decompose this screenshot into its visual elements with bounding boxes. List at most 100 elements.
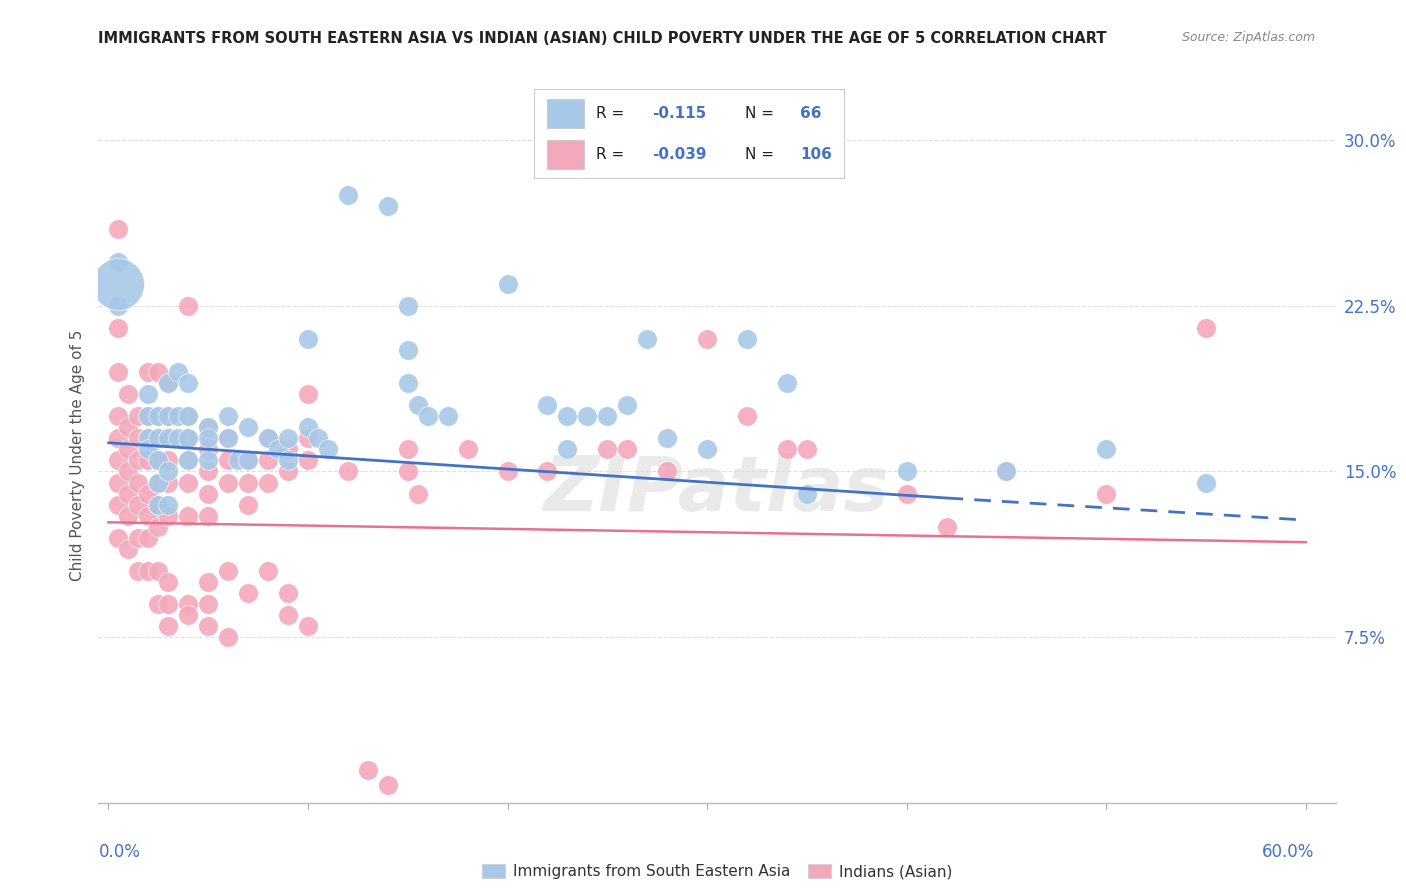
Point [197, 597, 219, 611]
Point [117, 508, 139, 523]
Point [148, 475, 170, 490]
Point [127, 498, 149, 512]
Point [436, 409, 458, 424]
Point [217, 475, 239, 490]
Point [136, 387, 159, 401]
Point [297, 619, 319, 633]
Point [148, 365, 170, 379]
Point [136, 365, 159, 379]
Point [236, 586, 259, 600]
Point [177, 299, 200, 313]
Point [396, 376, 419, 391]
Point [117, 465, 139, 479]
Point [157, 465, 180, 479]
Point [197, 508, 219, 523]
Point [177, 376, 200, 391]
Text: 66: 66 [800, 106, 821, 121]
Point [197, 420, 219, 434]
Point [197, 619, 219, 633]
Point [316, 442, 339, 457]
Point [257, 475, 280, 490]
Point [277, 465, 299, 479]
Point [107, 498, 129, 512]
Point [735, 409, 758, 424]
Point [136, 531, 159, 545]
Point [217, 630, 239, 644]
Point [167, 365, 190, 379]
Point [657, 465, 679, 479]
Point [148, 597, 170, 611]
Point [157, 498, 180, 512]
Point [167, 431, 190, 445]
Point [157, 409, 180, 424]
Point [177, 508, 200, 523]
Point [177, 409, 200, 424]
Point [257, 431, 280, 445]
Point [596, 409, 619, 424]
Point [1195, 475, 1218, 490]
Point [357, 763, 380, 777]
Point [148, 564, 170, 578]
Point [107, 365, 129, 379]
Point [457, 442, 479, 457]
Point [157, 409, 180, 424]
Point [107, 299, 129, 313]
Point [1195, 321, 1218, 335]
Text: 0.0%: 0.0% [98, 843, 141, 861]
Point [297, 332, 319, 346]
Point [776, 442, 799, 457]
Point [157, 619, 180, 633]
Point [177, 608, 200, 623]
Point [257, 431, 280, 445]
Point [177, 431, 200, 445]
Point [277, 453, 299, 467]
Point [107, 431, 129, 445]
Point [336, 188, 359, 202]
Point [557, 409, 579, 424]
Point [696, 332, 718, 346]
Point [396, 442, 419, 457]
Point [127, 431, 149, 445]
Point [896, 486, 918, 500]
Point [236, 453, 259, 467]
Point [157, 453, 180, 467]
Point [136, 564, 159, 578]
Point [177, 475, 200, 490]
Point [995, 465, 1018, 479]
Point [217, 431, 239, 445]
Point [236, 498, 259, 512]
Point [236, 420, 259, 434]
Point [127, 475, 149, 490]
Point [406, 486, 429, 500]
Point [796, 486, 818, 500]
Point [377, 199, 399, 213]
Point [496, 465, 519, 479]
Point [177, 453, 200, 467]
Text: Source: ZipAtlas.com: Source: ZipAtlas.com [1181, 31, 1315, 45]
Text: R =: R = [596, 147, 624, 162]
Point [297, 431, 319, 445]
Point [396, 299, 419, 313]
Point [796, 442, 818, 457]
Point [136, 409, 159, 424]
Point [197, 420, 219, 434]
Point [277, 442, 299, 457]
Point [536, 465, 558, 479]
Point [336, 465, 359, 479]
Point [217, 453, 239, 467]
Text: 60.0%: 60.0% [1263, 843, 1315, 861]
Point [136, 508, 159, 523]
Text: R =: R = [596, 106, 624, 121]
Point [377, 778, 399, 792]
Point [217, 564, 239, 578]
Point [396, 343, 419, 357]
Point [136, 431, 159, 445]
Point [136, 442, 159, 457]
Point [616, 398, 638, 412]
Point [148, 453, 170, 467]
Point [107, 475, 129, 490]
FancyBboxPatch shape [547, 140, 583, 169]
Point [776, 376, 799, 391]
Point [217, 431, 239, 445]
Point [157, 431, 180, 445]
